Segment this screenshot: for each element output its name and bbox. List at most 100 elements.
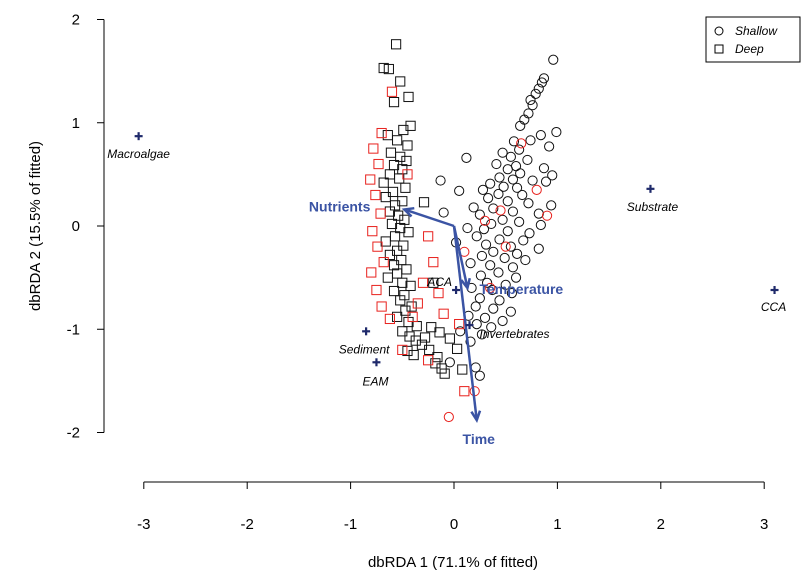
x-tick-label: 2 — [657, 516, 665, 533]
point-shallow — [525, 135, 536, 146]
point-shallow — [465, 336, 476, 347]
point-shallow — [514, 216, 525, 227]
species-label-invertebrates: Invertebrates — [480, 327, 550, 341]
y-tick-label: 2 — [72, 12, 80, 29]
point-shallow — [438, 207, 449, 218]
point-deep-red — [384, 313, 395, 325]
point-deep — [436, 363, 447, 374]
point-shallow — [535, 130, 546, 141]
legend-marker-deep — [714, 44, 724, 54]
point-shallow — [481, 277, 493, 288]
point-shallow — [523, 198, 534, 209]
point-shallow — [488, 246, 499, 257]
point-shallow — [527, 100, 538, 111]
point-shallow — [491, 158, 502, 170]
point-shallow — [525, 94, 536, 106]
point-deep — [380, 191, 391, 203]
point-shallow-red — [541, 210, 553, 221]
point-deep — [426, 322, 437, 333]
point-deep — [389, 231, 401, 242]
point-shallow — [538, 163, 550, 174]
point-shallow — [508, 136, 520, 147]
legend-label-shallow: Shallow — [735, 24, 778, 38]
point-deep — [390, 39, 402, 50]
point-shallow-red — [495, 205, 506, 216]
point-deep — [408, 349, 419, 361]
point-deep — [378, 62, 389, 74]
point-shallow — [497, 147, 508, 158]
point-deep — [424, 344, 435, 355]
point-shallow — [518, 235, 529, 246]
point-deep — [439, 368, 450, 379]
point-deep — [402, 140, 413, 151]
point-shallow — [486, 218, 497, 230]
point-deep-red — [459, 386, 470, 397]
point-shallow — [465, 258, 476, 269]
point-shallow — [474, 293, 485, 304]
point-deep — [395, 295, 406, 306]
point-deep — [382, 272, 393, 283]
point-deep — [428, 277, 439, 288]
point-deep — [382, 130, 393, 141]
point-deep — [405, 280, 416, 291]
point-deep-red — [367, 226, 378, 237]
point-deep — [434, 327, 445, 338]
legend-box — [705, 16, 801, 63]
point-shallow — [497, 214, 508, 225]
point-deep — [378, 177, 389, 188]
x-tick-label: 0 — [450, 516, 458, 533]
point-shallow — [486, 322, 497, 333]
x-tick-label: -3 — [137, 516, 150, 533]
point-shallow — [520, 254, 531, 266]
point-shallow — [444, 357, 455, 368]
point-shallow — [507, 174, 519, 185]
point-deep-red — [454, 318, 465, 330]
point-deep — [398, 124, 409, 136]
sample-points — [365, 39, 562, 423]
point-deep-red — [372, 241, 383, 252]
y-tick-label: 0 — [72, 218, 80, 235]
point-deep-red — [438, 308, 449, 319]
point-deep-red — [417, 277, 429, 288]
vector-arrowhead-nutrients — [401, 206, 415, 218]
point-deep — [387, 186, 399, 198]
point-deep — [397, 277, 408, 288]
point-shallow — [510, 161, 522, 172]
point-shallow — [485, 260, 496, 271]
point-shallow — [483, 193, 494, 204]
point-shallow — [471, 231, 482, 242]
point-deep-red — [433, 288, 444, 299]
point-shallow — [494, 234, 505, 245]
y-axis-title: dbRDA 2 (15.5% of fitted) — [27, 141, 44, 311]
vector-line-time — [452, 225, 478, 421]
point-shallow — [533, 208, 544, 219]
point-shallow — [499, 252, 510, 264]
point-shallow — [515, 120, 526, 131]
point-shallow — [487, 284, 498, 296]
point-shallow — [514, 144, 525, 155]
species-label-cca: CCA — [761, 300, 786, 314]
y-tick-label: -2 — [67, 425, 80, 442]
point-shallow — [548, 54, 559, 65]
point-shallow — [505, 306, 516, 317]
point-deep — [398, 240, 409, 251]
point-deep — [388, 285, 400, 297]
point-shallow — [544, 141, 555, 152]
point-deep-red — [378, 257, 389, 268]
point-deep — [388, 97, 400, 108]
point-deep — [400, 305, 411, 316]
point-shallow — [505, 151, 516, 162]
vector-arrowhead-time — [470, 410, 482, 423]
point-deep-red — [368, 143, 379, 154]
point-shallow — [468, 202, 479, 213]
point-shallow — [527, 175, 538, 186]
point-shallow — [522, 154, 533, 166]
point-deep — [444, 333, 455, 344]
point-shallow — [475, 270, 486, 281]
point-shallow — [498, 181, 509, 192]
point-shallow — [511, 248, 523, 259]
point-deep-red — [370, 189, 381, 201]
point-shallow — [507, 262, 519, 273]
point-deep-red — [376, 301, 387, 312]
point-shallow — [493, 267, 504, 278]
